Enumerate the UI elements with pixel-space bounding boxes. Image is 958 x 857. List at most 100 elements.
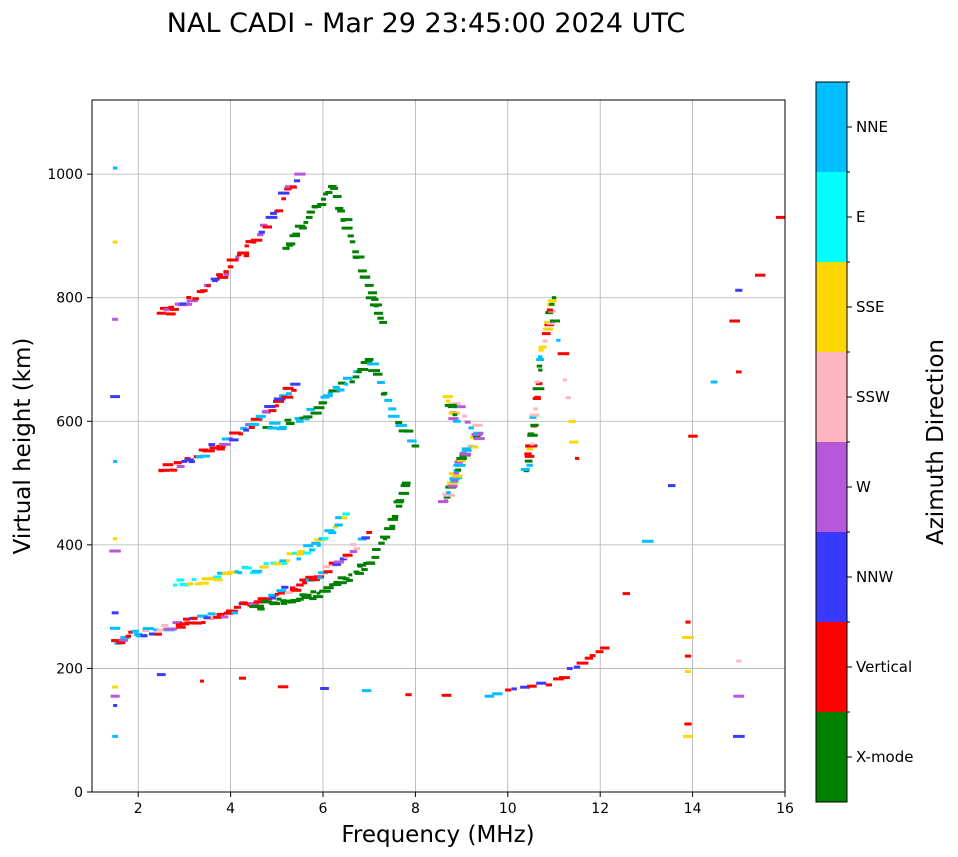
echo-point	[473, 437, 485, 441]
echo-point	[111, 611, 119, 615]
echo-point	[296, 557, 301, 561]
echo-point	[274, 592, 279, 596]
echo-point	[113, 704, 118, 707]
x-axis: 2 4 6 8 10 12 14 16	[134, 792, 794, 817]
colorbar-tick-label: SSW	[856, 388, 890, 406]
echo-point	[140, 634, 148, 638]
echo-point	[263, 562, 269, 566]
echo-point	[229, 438, 239, 442]
echo-point	[248, 422, 260, 426]
x-tick-label: 2	[134, 801, 143, 817]
echo-point	[341, 516, 348, 520]
echo-point	[321, 537, 329, 541]
echo-point	[367, 362, 379, 366]
echo-point	[112, 240, 118, 244]
echo-point	[195, 455, 204, 459]
echo-point	[328, 531, 337, 535]
echo-point	[235, 255, 240, 259]
echo-point	[319, 401, 328, 405]
echo-point	[294, 224, 306, 228]
echo-point	[536, 364, 543, 368]
x-tick-label: 8	[411, 801, 420, 817]
echo-point	[184, 458, 194, 462]
echo-point	[220, 615, 229, 619]
echo-point	[682, 636, 694, 639]
echo-point	[243, 428, 249, 432]
echo-point	[533, 407, 538, 411]
colorbar-tick-label: X-mode	[856, 748, 913, 766]
echo-point	[524, 452, 532, 456]
echo-point	[347, 234, 354, 238]
echo-point	[216, 444, 226, 448]
echo-point	[261, 410, 271, 414]
echo-point	[460, 452, 472, 456]
echo-point	[281, 601, 288, 605]
y-tick-label: 200	[56, 661, 83, 677]
echo-point	[302, 581, 308, 585]
echo-point	[453, 471, 460, 475]
echo-point	[299, 416, 304, 420]
echo-point	[299, 593, 307, 597]
echo-point	[278, 191, 290, 195]
echo-point	[275, 209, 284, 213]
echo-point	[492, 692, 503, 696]
echo-point	[303, 220, 309, 224]
echo-point	[313, 595, 324, 599]
colorbar-segment	[816, 622, 847, 712]
echo-point	[277, 591, 285, 595]
y-tick-label: 400	[56, 538, 83, 554]
echo-point	[536, 358, 545, 361]
echo-point	[270, 211, 277, 215]
echo-point	[559, 676, 570, 680]
echo-point	[291, 388, 297, 392]
echo-point	[216, 447, 225, 451]
echo-point	[267, 426, 278, 430]
echo-point	[354, 571, 364, 575]
echo-point	[378, 541, 385, 545]
echo-point	[520, 685, 530, 689]
echo-point	[291, 588, 302, 592]
echo-point	[238, 432, 244, 436]
echo-point	[209, 449, 215, 453]
echo-point	[368, 369, 380, 373]
echo-point	[353, 547, 361, 551]
echo-point	[200, 289, 208, 293]
echo-point	[304, 417, 310, 421]
echo-point	[345, 578, 353, 582]
echo-point	[251, 569, 263, 573]
grid-lines	[92, 100, 786, 793]
echo-point	[403, 429, 414, 433]
echo-point	[457, 458, 463, 462]
x-tick-label: 10	[499, 801, 517, 817]
echo-point	[595, 650, 604, 654]
echo-point	[526, 463, 533, 467]
echo-point	[186, 302, 193, 306]
echo-point	[213, 615, 223, 619]
echo-point	[186, 296, 192, 299]
echo-point	[257, 233, 264, 237]
echo-point	[176, 578, 185, 582]
echo-point	[191, 578, 197, 581]
echo-point	[736, 370, 742, 374]
echo-point	[384, 398, 393, 402]
echo-point	[565, 396, 571, 400]
echo-point	[237, 571, 243, 575]
echo-point	[776, 215, 785, 219]
echo-point	[242, 566, 253, 570]
echo-point	[156, 628, 166, 632]
echo-point	[142, 627, 154, 631]
echo-point	[335, 516, 343, 520]
echo-point	[321, 197, 326, 201]
echo-point	[309, 548, 316, 552]
echo-point	[526, 447, 534, 451]
echo-point	[202, 449, 213, 453]
echo-point	[176, 465, 185, 468]
echo-point	[568, 420, 576, 423]
echo-point	[296, 597, 304, 601]
echo-point	[273, 399, 285, 403]
echo-point	[398, 491, 410, 495]
colorbar-segment	[816, 532, 847, 622]
echo-point	[472, 423, 483, 427]
plot-frame	[91, 99, 786, 793]
echo-point	[282, 561, 288, 565]
